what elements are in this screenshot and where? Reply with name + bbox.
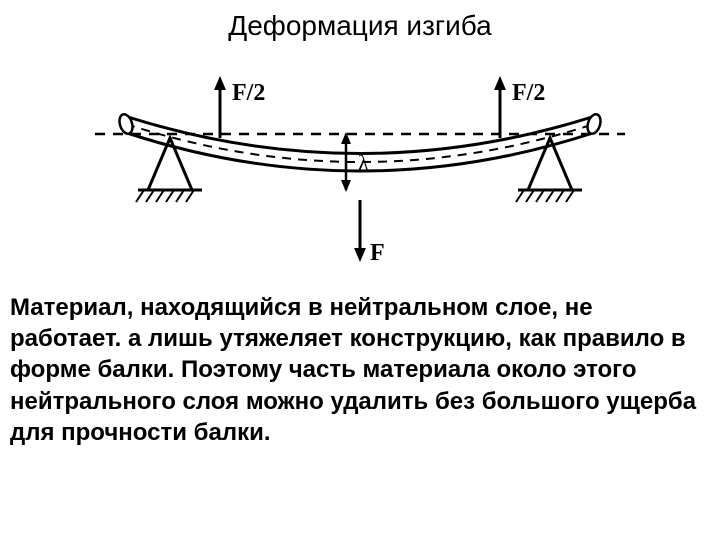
- right-support: [516, 138, 582, 202]
- left-force-arrow: F/2: [214, 76, 265, 138]
- center-force-arrow: F: [354, 200, 385, 266]
- page-title: Деформация изгиба: [0, 10, 720, 42]
- left-support: [136, 138, 202, 202]
- force-center-label: F: [370, 240, 385, 266]
- deflection-indicator: λ: [341, 132, 369, 192]
- force-right-label: F/2: [512, 80, 545, 106]
- body-text: Материал, находящийся в нейтральном слое…: [0, 292, 720, 448]
- right-force-arrow: F/2: [494, 76, 545, 138]
- force-left-label: F/2: [232, 80, 265, 106]
- deflection-label: λ: [358, 150, 369, 175]
- bending-diagram: F/2 F/2 F λ: [60, 62, 660, 282]
- diagram-svg: F/2 F/2 F λ: [60, 62, 660, 282]
